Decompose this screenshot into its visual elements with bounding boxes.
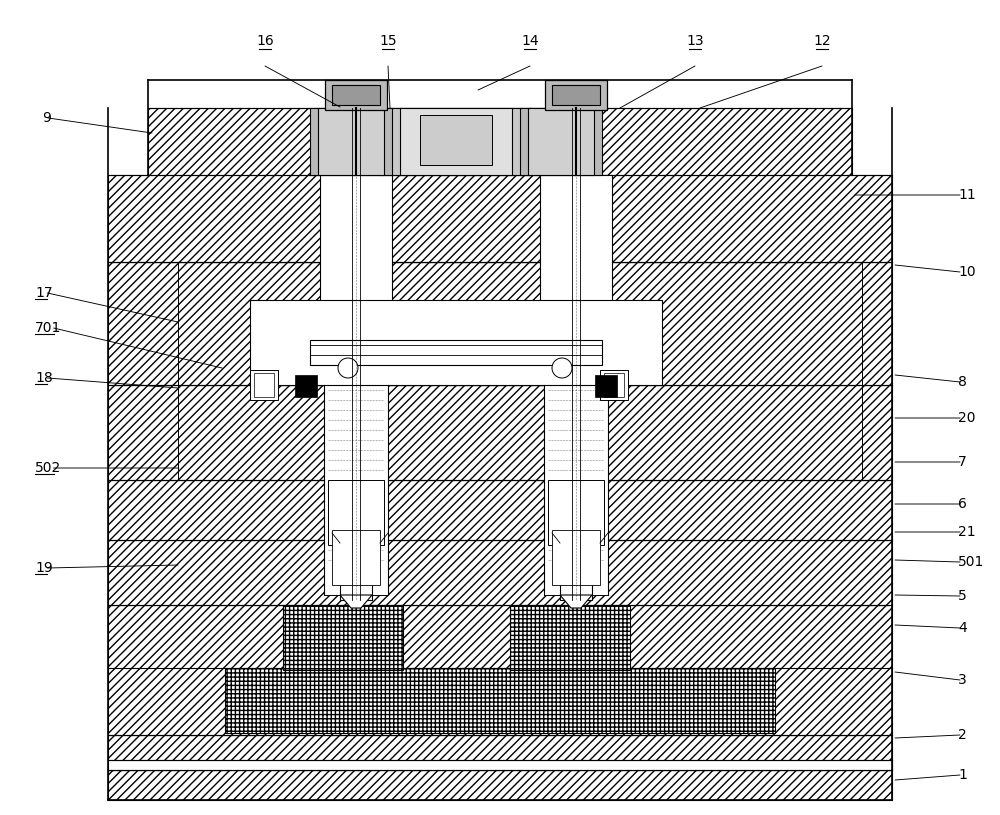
Text: 3: 3 bbox=[958, 673, 967, 687]
Text: 501: 501 bbox=[958, 555, 984, 569]
Bar bbox=[108, 480, 892, 540]
Bar bbox=[108, 540, 892, 605]
Text: 7: 7 bbox=[958, 455, 967, 469]
Text: 6: 6 bbox=[958, 497, 967, 511]
Bar bbox=[552, 530, 600, 585]
Text: 4: 4 bbox=[958, 621, 967, 635]
Polygon shape bbox=[560, 595, 592, 608]
Text: 16: 16 bbox=[256, 34, 274, 48]
Text: 14: 14 bbox=[521, 34, 539, 48]
Text: 13: 13 bbox=[686, 34, 704, 48]
Bar bbox=[108, 385, 892, 480]
Bar bbox=[108, 735, 892, 770]
Text: 20: 20 bbox=[958, 411, 976, 425]
Bar bbox=[380, 108, 532, 175]
Text: 5: 5 bbox=[958, 589, 967, 603]
Bar bbox=[108, 760, 892, 770]
Bar bbox=[325, 80, 387, 110]
Bar bbox=[595, 375, 617, 397]
Bar bbox=[324, 385, 388, 595]
Bar bbox=[310, 340, 602, 365]
Bar bbox=[320, 175, 392, 385]
Bar bbox=[600, 370, 628, 400]
Bar bbox=[108, 262, 892, 385]
Text: 18: 18 bbox=[35, 371, 53, 385]
Bar bbox=[545, 80, 607, 110]
Text: 10: 10 bbox=[958, 265, 976, 279]
Bar bbox=[400, 108, 512, 175]
Circle shape bbox=[552, 358, 572, 378]
Bar bbox=[332, 85, 380, 105]
Text: 11: 11 bbox=[958, 188, 976, 202]
Bar bbox=[552, 85, 600, 105]
Bar bbox=[520, 108, 602, 175]
Bar bbox=[148, 108, 852, 262]
Bar bbox=[108, 175, 892, 262]
Bar bbox=[544, 385, 608, 595]
Circle shape bbox=[338, 358, 358, 378]
Bar bbox=[318, 108, 384, 175]
Bar bbox=[250, 370, 278, 400]
Bar bbox=[420, 115, 492, 165]
Text: 9: 9 bbox=[42, 111, 51, 125]
Bar bbox=[310, 108, 392, 175]
Bar bbox=[510, 605, 630, 670]
Bar bbox=[332, 530, 380, 585]
Bar bbox=[283, 605, 403, 670]
Text: 502: 502 bbox=[35, 461, 61, 475]
Bar bbox=[225, 668, 775, 733]
Polygon shape bbox=[340, 595, 372, 608]
Bar bbox=[328, 480, 384, 545]
Bar bbox=[528, 108, 594, 175]
Text: 2: 2 bbox=[958, 728, 967, 742]
Bar bbox=[254, 373, 274, 397]
Text: 8: 8 bbox=[958, 375, 967, 389]
Bar bbox=[604, 373, 624, 397]
Text: 1: 1 bbox=[958, 768, 967, 782]
Bar bbox=[108, 605, 892, 735]
Text: 17: 17 bbox=[35, 286, 53, 300]
Bar bbox=[548, 480, 604, 545]
Text: 21: 21 bbox=[958, 525, 976, 539]
Text: 701: 701 bbox=[35, 321, 61, 335]
Text: 15: 15 bbox=[379, 34, 397, 48]
Bar bbox=[340, 575, 372, 600]
Bar bbox=[560, 575, 592, 600]
Bar bbox=[295, 375, 317, 397]
Bar bbox=[540, 175, 612, 385]
Text: 19: 19 bbox=[35, 561, 53, 575]
Text: 12: 12 bbox=[813, 34, 831, 48]
Bar bbox=[108, 770, 892, 800]
Bar bbox=[250, 300, 662, 385]
